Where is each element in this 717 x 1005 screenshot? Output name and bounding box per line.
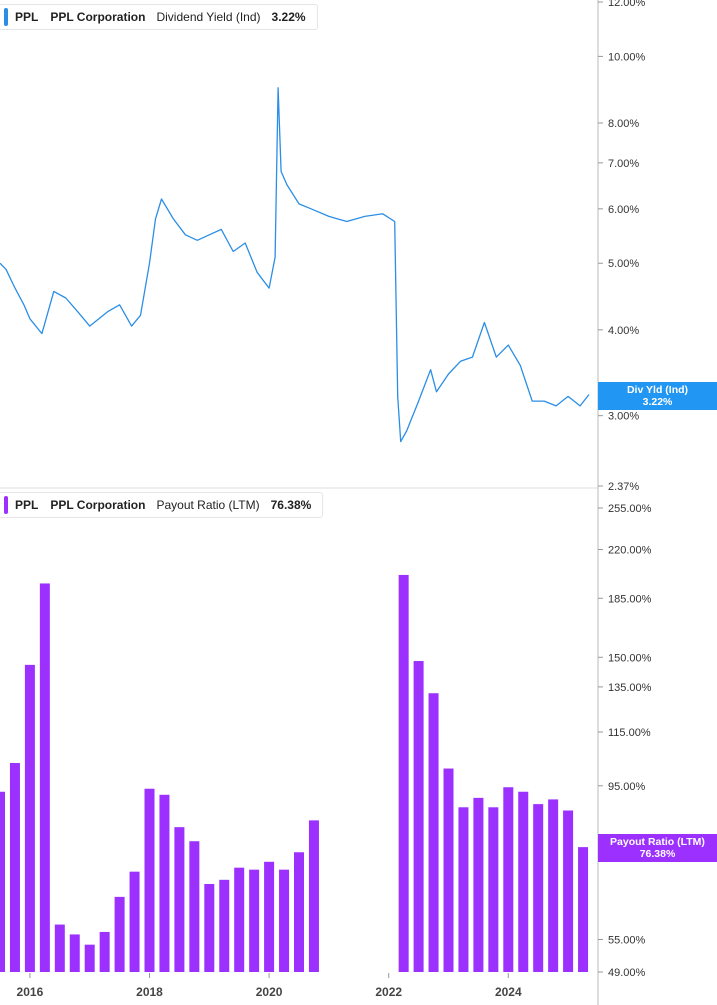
payout-bar — [458, 807, 469, 972]
payout-bar-layer — [0, 574, 589, 972]
tag-value: 3.22% — [642, 396, 673, 408]
y-tick-label: 185.00% — [608, 593, 652, 605]
payout-legend-swatch — [4, 496, 8, 514]
payout-bar — [503, 787, 514, 972]
payout-bar — [234, 867, 245, 972]
payout-bar — [413, 661, 424, 972]
payout-bar — [249, 869, 260, 972]
legend-metric: Dividend Yield (Ind) — [156, 10, 261, 24]
payout-bar — [144, 788, 155, 972]
payout-bar — [518, 791, 529, 972]
y-tick-label: 4.00% — [608, 325, 639, 337]
payout-bar — [24, 664, 35, 972]
yield-legend: PPL PPL Corporation Dividend Yield (Ind)… — [0, 4, 318, 30]
yield-price-tag: Div Yld (Ind) 3.22% — [598, 382, 717, 410]
y-tick-label: 95.00% — [608, 781, 646, 793]
payout-bar — [159, 794, 170, 972]
x-tick-label: 2020 — [256, 985, 283, 999]
payout-bar — [294, 852, 304, 972]
x-tick-label: 2016 — [17, 985, 44, 999]
payout-bar — [204, 883, 215, 972]
y-tick-label: 3.00% — [608, 411, 639, 423]
payout-bar — [84, 944, 95, 972]
yield-line-layer — [0, 87, 590, 443]
tag-value: 76.38% — [639, 848, 676, 860]
y-tick-label: 12.00% — [608, 0, 646, 9]
payout-bar — [39, 583, 50, 972]
legend-value: 3.22% — [271, 10, 306, 24]
legend-metric: Payout Ratio (LTM) — [156, 498, 260, 512]
legend-value: 76.38% — [270, 498, 312, 512]
payout-bar — [69, 934, 80, 972]
tag-label: Payout Ratio (LTM) — [610, 836, 705, 848]
payout-bar — [9, 763, 20, 972]
yield-legend-swatch — [4, 8, 8, 26]
x-tick-label: 2024 — [495, 985, 522, 999]
payout-bar — [308, 820, 319, 972]
payout-bar — [533, 804, 544, 972]
payout-bar — [54, 924, 65, 972]
payout-y-axis: 255.00% 220.00% 185.00% 150.00% 135.00% 115.0… — [598, 503, 652, 979]
y-tick-label: 135.00% — [608, 682, 652, 694]
y-tick-label: 220.00% — [608, 545, 652, 557]
legend-company: PPL Corporation — [50, 498, 146, 512]
payout-bar — [99, 931, 110, 972]
y-tick-label: 115.00% — [608, 727, 651, 739]
y-tick-label: 49.00% — [608, 967, 646, 979]
legend-ticker: PPL — [15, 498, 39, 512]
payout-legend: PPL PPL Corporation Payout Ratio (LTM) 7… — [0, 492, 324, 518]
payout-bar — [578, 847, 589, 972]
payout-bar — [279, 869, 290, 972]
payout-bar — [563, 810, 574, 972]
legend-company: PPL Corporation — [50, 10, 146, 24]
x-tick-label: 2022 — [375, 985, 402, 999]
payout-bar — [264, 861, 275, 972]
y-tick-label: 255.00% — [608, 503, 652, 515]
payout-bar — [174, 827, 185, 972]
payout-bar — [473, 797, 484, 972]
payout-price-tag: Payout Ratio (LTM) 76.38% — [598, 834, 717, 862]
payout-bar — [548, 799, 559, 972]
payout-bar — [114, 896, 125, 972]
x-axis: 2016 2018 2020 2022 2024 — [17, 973, 522, 999]
payout-bar — [0, 791, 5, 972]
y-tick-label: 150.00% — [608, 652, 652, 664]
payout-bar — [189, 841, 200, 972]
tag-label: Div Yld (Ind) — [626, 384, 689, 396]
x-tick-label: 2018 — [136, 985, 163, 999]
y-tick-label: 10.00% — [608, 51, 646, 63]
y-tick-label: 2.37% — [608, 481, 639, 493]
payout-bar — [443, 768, 454, 972]
yield-y-axis: 12.00% 10.00% 8.00% 7.00% 6.00% 5.00% 4.00% 3.0… — [598, 0, 646, 493]
payout-bar — [219, 879, 230, 972]
payout-bar — [129, 871, 140, 972]
y-tick-label: 6.00% — [608, 204, 639, 216]
y-tick-label: 7.00% — [608, 158, 639, 170]
legend-ticker: PPL — [15, 10, 39, 24]
y-tick-label: 8.00% — [608, 118, 639, 130]
y-tick-label: 55.00% — [608, 935, 646, 947]
yield-series-line — [0, 87, 590, 443]
payout-bar — [428, 693, 439, 972]
y-tick-label: 5.00% — [608, 258, 639, 270]
payout-bar — [488, 807, 499, 972]
payout-bar — [398, 574, 409, 972]
